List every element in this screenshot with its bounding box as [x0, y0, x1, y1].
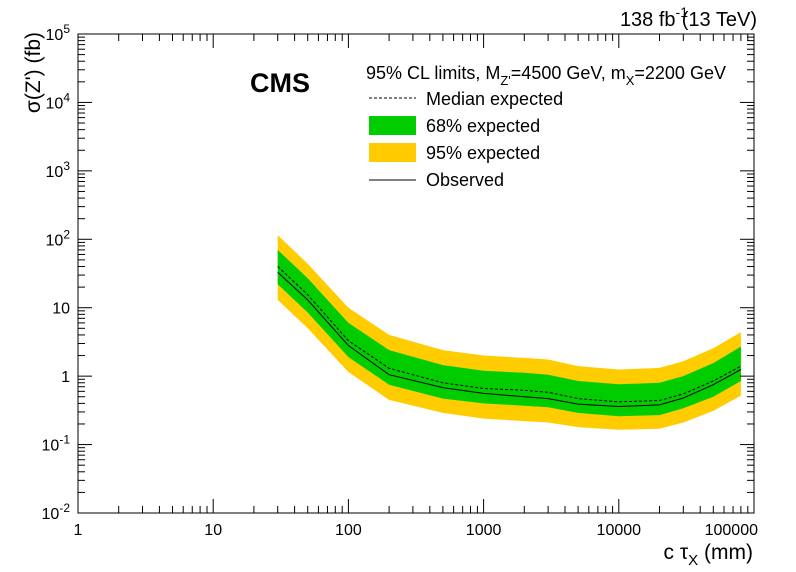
y-tick-label: 105 — [46, 22, 71, 44]
median-expected-line — [277, 266, 742, 403]
y-tick-label: 10-1 — [42, 433, 71, 455]
legend-95-label: 95% expected — [426, 143, 540, 163]
legend-68-label: 68% expected — [426, 116, 540, 136]
axis-ticks — [77, 33, 755, 514]
x-tick-label: 100 — [335, 522, 362, 539]
y-axis-title: σ(Z') (fb) — [22, 32, 45, 113]
legend-observed-label: Observed — [426, 170, 504, 190]
y-tick-label: 10 — [52, 301, 70, 318]
y-tick-label: 1 — [61, 369, 70, 386]
x-tick-label: 1000 — [466, 522, 502, 539]
legend: 95% CL limits, MZ'=4500 GeV, mX=2200 GeV… — [366, 63, 726, 190]
observed-line — [277, 271, 742, 408]
limit-lines — [277, 266, 742, 408]
y-tick-label: 102 — [46, 227, 71, 249]
y-tick-label: 104 — [46, 90, 71, 112]
x-axis-title: c τX (mm) — [664, 541, 753, 569]
legend-68-swatch — [369, 116, 416, 135]
legend-median-label: Median expected — [426, 89, 563, 109]
y-tick-label: 103 — [46, 159, 71, 181]
y-tick-label: 10-2 — [42, 501, 71, 523]
x-tick-label: 10 — [204, 522, 222, 539]
experiment-label: CMS — [250, 68, 310, 98]
legend-95-swatch — [369, 143, 416, 162]
plot-frame — [77, 33, 755, 514]
axis-tick-labels: 1 10 100 1000 10000 100000 10-2 10-1 1 10 102 103 10… — [42, 22, 759, 539]
x-tick-label: 1 — [74, 522, 83, 539]
luminosity-label: 138 fb-1 — [620, 4, 688, 31]
x-tick-label: 10000 — [597, 522, 642, 539]
legend-title: 95% CL limits, MZ'=4500 GeV, mX=2200 GeV — [366, 63, 726, 88]
energy-label: (13 TeV) — [682, 9, 757, 31]
axes-box — [77, 33, 755, 514]
band-68-expected — [277, 249, 741, 417]
expected-bands — [277, 235, 741, 430]
x-tick-label: 100000 — [705, 522, 758, 539]
